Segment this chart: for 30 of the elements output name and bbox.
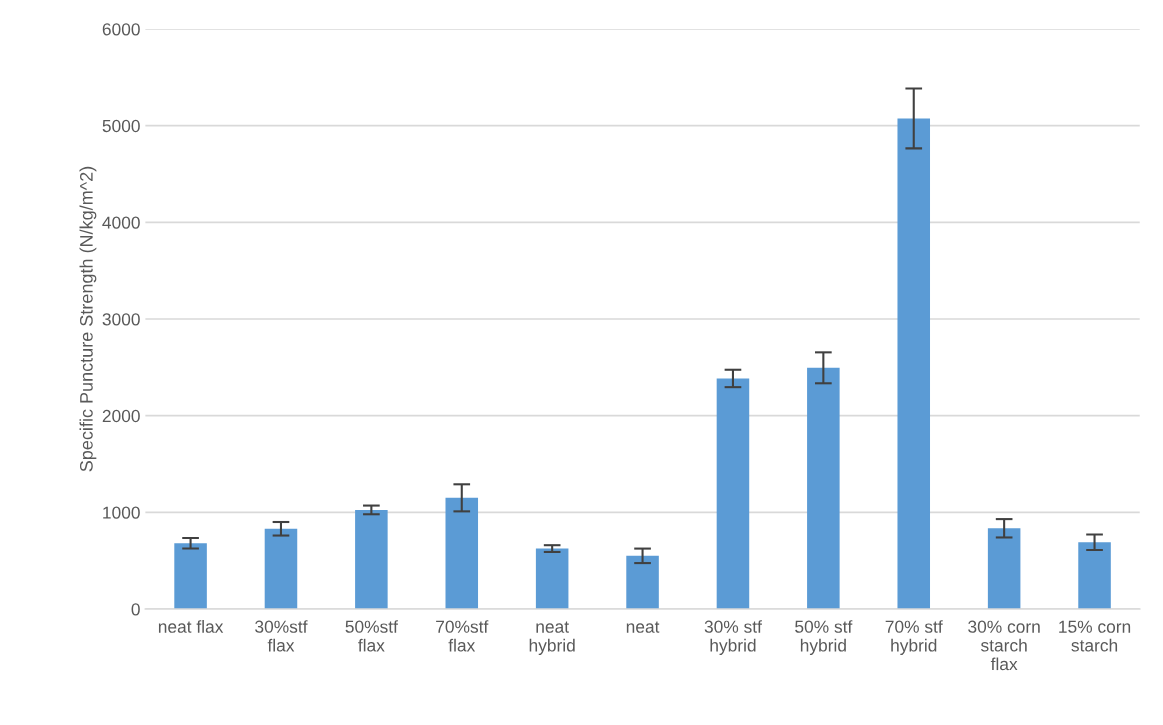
x-tick-label: 50% stf hybrid xyxy=(795,620,853,655)
y-tick-label: 3000 xyxy=(102,313,140,326)
bar xyxy=(987,528,1021,609)
x-tick-label: neat xyxy=(626,621,660,633)
y-tick-label: 1000 xyxy=(103,506,140,519)
x-tick-label: 30%stf flax xyxy=(255,620,308,652)
y-tick-label: 4000 xyxy=(102,216,140,229)
bar xyxy=(264,528,298,609)
y-tick-label: 2000 xyxy=(102,409,140,423)
bar xyxy=(535,548,569,609)
bar xyxy=(1078,542,1111,609)
bar xyxy=(807,367,840,609)
y-axis-title: Specific Puncture Strength (N/kg/m^2) xyxy=(79,166,97,472)
y-tick-label: 6000 xyxy=(102,23,140,36)
bar xyxy=(174,543,207,609)
x-tick-label: 15% corn starch xyxy=(1059,620,1131,652)
x-tick-label: 30% stf hybrid xyxy=(704,620,762,655)
bar xyxy=(716,378,750,609)
x-tick-label: neat hybrid xyxy=(529,621,575,655)
bar xyxy=(626,555,659,609)
y-tick-label: 5000 xyxy=(102,119,140,133)
x-tick-label: 70%stf flax xyxy=(436,620,489,652)
x-tick-label: 50%stf flax xyxy=(345,620,398,652)
x-tick-label: 30% corn starch flax xyxy=(968,620,1040,671)
bar xyxy=(897,118,931,609)
y-tick-label: 0 xyxy=(131,603,140,616)
x-tick-label: 70% stf hybrid xyxy=(885,620,943,655)
bar xyxy=(355,509,388,609)
x-tick-label: neat flax xyxy=(158,620,224,633)
bar xyxy=(445,497,479,609)
